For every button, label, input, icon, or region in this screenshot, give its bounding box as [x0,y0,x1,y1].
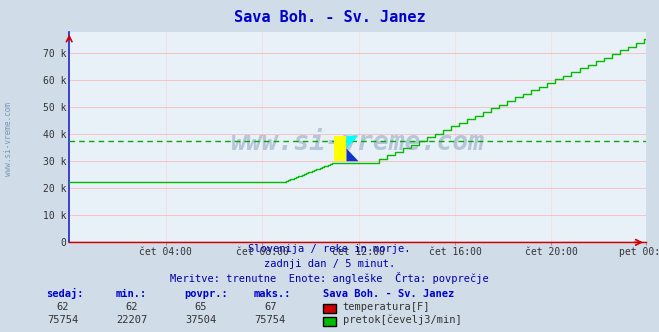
Polygon shape [347,135,358,148]
Text: Sava Boh. - Sv. Janez: Sava Boh. - Sv. Janez [234,10,425,25]
Text: 75754: 75754 [47,315,78,325]
Text: Sava Boh. - Sv. Janez: Sava Boh. - Sv. Janez [323,289,454,299]
Text: povpr.:: povpr.: [185,289,228,299]
Text: maks.:: maks.: [254,289,291,299]
Text: 65: 65 [195,302,207,312]
Text: sedaj:: sedaj: [46,288,84,299]
Text: 75754: 75754 [254,315,286,325]
Text: min.:: min.: [115,289,146,299]
Bar [334,135,347,161]
Text: www.si-vreme.com: www.si-vreme.com [231,130,484,156]
Text: 22207: 22207 [116,315,148,325]
Text: Meritve: trenutne  Enote: angleške  Črta: povprečje: Meritve: trenutne Enote: angleške Črta: … [170,272,489,284]
Text: 37504: 37504 [185,315,217,325]
Text: temperatura[F]: temperatura[F] [343,302,430,312]
Text: www.si-vreme.com: www.si-vreme.com [4,103,13,176]
Text: Slovenija / reke in morje.: Slovenija / reke in morje. [248,244,411,254]
Polygon shape [347,148,358,161]
Text: 62: 62 [126,302,138,312]
Text: 67: 67 [264,302,276,312]
Text: zadnji dan / 5 minut.: zadnji dan / 5 minut. [264,259,395,269]
Text: 62: 62 [57,302,69,312]
Text: pretok[čevelj3/min]: pretok[čevelj3/min] [343,314,461,325]
